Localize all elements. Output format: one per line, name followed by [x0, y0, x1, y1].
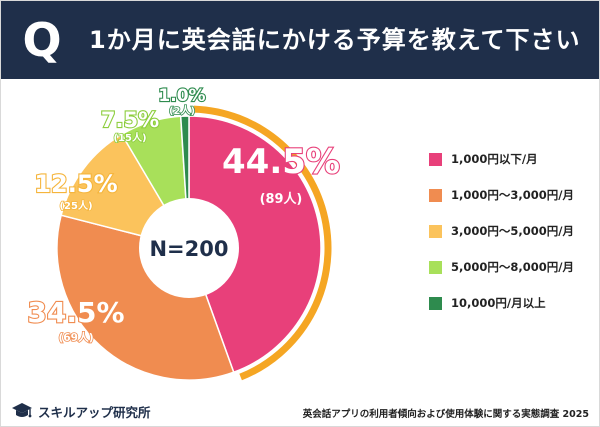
- percent-label: 12.5%: [34, 170, 117, 198]
- question-header: Q 1か月に英会話にかける予算を教えて下さい: [1, 1, 599, 79]
- legend-label: 1,000円〜3,000円/月: [451, 188, 574, 202]
- graduation-cap-icon: [12, 403, 32, 418]
- count-label: (69人): [58, 331, 93, 344]
- legend-swatch: [429, 296, 442, 310]
- legend-item: 5,000円〜8,000円/月: [429, 257, 574, 277]
- pie-chart: N=20044.5%(89人)34.5%(69人)12.5%(25人)7.5%(…: [26, 85, 341, 381]
- q-badge: Q: [13, 13, 71, 67]
- source-note: 英会話アプリの利用者傾向および使用体験に関する実態調査 2025: [302, 409, 589, 420]
- legend-item: 10,000円/月以上: [429, 293, 546, 313]
- legend-swatch: [429, 260, 442, 274]
- count-label: (89人): [260, 191, 303, 207]
- legend-swatch: [429, 224, 442, 238]
- brand: スキルアップ研究所: [11, 400, 151, 422]
- count-label: (25人): [59, 199, 92, 212]
- highlight-arc: [193, 105, 332, 381]
- legend-item: 3,000円〜5,000円/月: [429, 221, 574, 241]
- percent-label: 7.5%: [101, 108, 159, 132]
- legend-label: 3,000円〜5,000円/月: [451, 224, 574, 238]
- legend-item: 1,000円〜3,000円/月: [429, 185, 574, 205]
- legend-swatch: [429, 188, 442, 202]
- center-label: N=200: [149, 237, 228, 261]
- donut-hole: [139, 198, 239, 298]
- percent-label: 1.0%: [158, 86, 205, 106]
- q-badge-letter: Q: [22, 13, 62, 67]
- legend-item: 1,000円以下/月: [429, 149, 538, 169]
- percent-label: 34.5%: [27, 296, 124, 329]
- percent-label: 44.5%: [222, 142, 340, 182]
- count-label: (2人): [169, 104, 195, 117]
- legend-label: 10,000円/月以上: [451, 296, 546, 310]
- legend-label: 5,000円〜8,000円/月: [451, 260, 574, 274]
- legend-label: 1,000円以下/月: [451, 152, 538, 166]
- pie-slice: [188, 115, 322, 374]
- question-title: 1か月に英会話にかける予算を教えて下さい: [89, 26, 581, 54]
- count-label: (15人): [113, 131, 146, 144]
- legend-swatch: [429, 152, 442, 166]
- brand-name: スキルアップ研究所: [38, 404, 151, 420]
